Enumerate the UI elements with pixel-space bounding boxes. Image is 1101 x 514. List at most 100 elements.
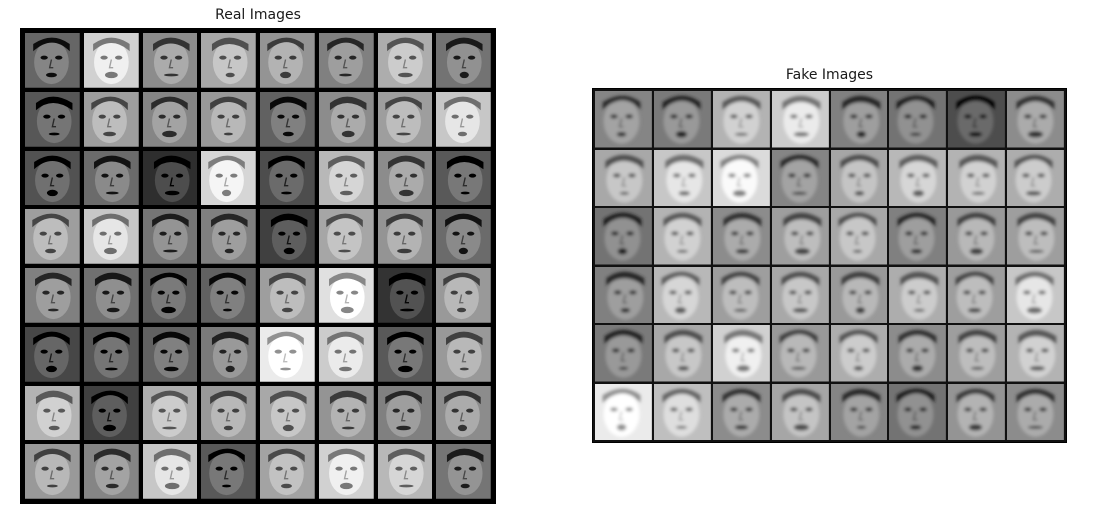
fake-image-tile bbox=[1007, 383, 1064, 440]
real-image-tile bbox=[83, 209, 139, 264]
fake-image-tile bbox=[889, 208, 947, 265]
fake-image-tile bbox=[948, 383, 1006, 440]
real-image-tile bbox=[260, 33, 315, 88]
fake-image-tile bbox=[595, 208, 652, 265]
fake-image-tile bbox=[595, 91, 652, 148]
real-image-tile bbox=[83, 91, 139, 147]
real-image-tile bbox=[318, 91, 374, 147]
fake-image-tile bbox=[771, 91, 829, 148]
real-image-tile bbox=[201, 91, 256, 147]
real-image-tile bbox=[201, 209, 256, 264]
real-image-tile bbox=[83, 326, 139, 382]
fake-image-tile bbox=[889, 149, 947, 206]
fake-image-tile bbox=[712, 383, 770, 440]
fake-image-tile bbox=[948, 91, 1006, 148]
fake-image-tile bbox=[712, 91, 770, 148]
real-image-tile bbox=[201, 444, 256, 499]
real-image-tile bbox=[377, 385, 433, 441]
real-image-tile bbox=[201, 33, 256, 88]
fake-image-tile bbox=[771, 383, 829, 440]
real-image-tile bbox=[142, 91, 198, 147]
fake-image-tile bbox=[830, 325, 888, 382]
fake-image-tile bbox=[595, 266, 652, 323]
real-image-tile bbox=[377, 150, 433, 206]
fake-images-title: Fake Images bbox=[785, 67, 874, 83]
fake-image-tile bbox=[595, 383, 652, 440]
real-image-tile bbox=[436, 268, 491, 323]
real-image-tile bbox=[83, 33, 139, 88]
real-image-tile bbox=[142, 209, 198, 264]
real-image-tile bbox=[377, 91, 433, 147]
real-image-tile bbox=[377, 33, 433, 88]
real-images-grid bbox=[20, 28, 496, 504]
real-image-tile bbox=[142, 444, 198, 499]
real-image-tile bbox=[201, 385, 256, 441]
fake-image-tile bbox=[1007, 149, 1064, 206]
fake-image-tile bbox=[771, 208, 829, 265]
real-image-tile bbox=[25, 150, 80, 206]
fake-image-tile bbox=[889, 91, 947, 148]
real-image-tile bbox=[318, 209, 374, 264]
real-images-title: Real Images bbox=[215, 7, 301, 23]
real-image-tile bbox=[142, 150, 198, 206]
fake-image-tile bbox=[712, 266, 770, 323]
real-image-tile bbox=[25, 385, 80, 441]
fake-image-tile bbox=[889, 383, 947, 440]
fake-image-tile bbox=[653, 325, 711, 382]
real-image-tile bbox=[377, 268, 433, 323]
real-image-tile bbox=[436, 91, 491, 147]
fake-image-tile bbox=[1007, 325, 1064, 382]
fake-image-tile bbox=[771, 325, 829, 382]
fake-image-tile bbox=[948, 266, 1006, 323]
real-image-tile bbox=[318, 150, 374, 206]
fake-image-tile bbox=[830, 383, 888, 440]
real-image-tile bbox=[260, 385, 315, 441]
fake-image-tile bbox=[830, 149, 888, 206]
real-image-tile bbox=[25, 91, 80, 147]
real-image-tile bbox=[377, 326, 433, 382]
real-image-tile bbox=[260, 91, 315, 147]
real-image-tile bbox=[25, 209, 80, 264]
fake-image-tile bbox=[1007, 91, 1064, 148]
fake-image-tile bbox=[771, 149, 829, 206]
real-image-tile bbox=[25, 33, 80, 88]
real-image-tile bbox=[377, 444, 433, 499]
real-image-tile bbox=[25, 326, 80, 382]
real-image-tile bbox=[436, 444, 491, 499]
real-image-tile bbox=[436, 150, 491, 206]
fake-image-tile bbox=[1007, 208, 1064, 265]
real-image-tile bbox=[260, 268, 315, 323]
real-image-tile bbox=[318, 385, 374, 441]
fake-image-tile bbox=[653, 383, 711, 440]
real-image-tile bbox=[436, 326, 491, 382]
real-image-tile bbox=[201, 268, 256, 323]
real-image-tile bbox=[260, 326, 315, 382]
real-image-tile bbox=[318, 444, 374, 499]
real-image-tile bbox=[83, 150, 139, 206]
fake-image-tile bbox=[1007, 266, 1064, 323]
fake-image-tile bbox=[653, 208, 711, 265]
fake-image-tile bbox=[948, 208, 1006, 265]
real-image-tile bbox=[142, 33, 198, 88]
real-image-tile bbox=[318, 33, 374, 88]
real-image-tile bbox=[142, 268, 198, 323]
real-image-tile bbox=[83, 444, 139, 499]
real-image-tile bbox=[260, 209, 315, 264]
fake-image-tile bbox=[830, 208, 888, 265]
fake-image-tile bbox=[830, 266, 888, 323]
real-image-tile bbox=[318, 268, 374, 323]
real-image-tile bbox=[318, 326, 374, 382]
fake-image-tile bbox=[595, 149, 652, 206]
real-image-tile bbox=[201, 326, 256, 382]
real-image-tile bbox=[260, 444, 315, 499]
fake-image-tile bbox=[948, 149, 1006, 206]
real-image-tile bbox=[83, 385, 139, 441]
real-image-tile bbox=[142, 326, 198, 382]
real-image-tile bbox=[377, 209, 433, 264]
real-image-tile bbox=[436, 33, 491, 88]
fake-image-tile bbox=[889, 266, 947, 323]
fake-image-tile bbox=[712, 149, 770, 206]
fake-image-tile bbox=[653, 266, 711, 323]
real-image-tile bbox=[83, 268, 139, 323]
real-image-tile bbox=[436, 209, 491, 264]
